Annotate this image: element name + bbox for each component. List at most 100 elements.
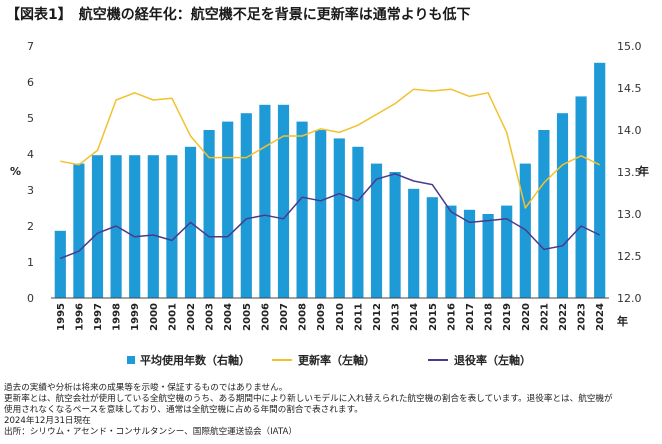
right-tick-label: 15.0 (617, 40, 642, 53)
left-tick-label: 5 (27, 112, 34, 125)
x-tick-label: 2006 (260, 303, 271, 331)
bar-avg-age (426, 197, 438, 298)
x-tick-label: 2018 (484, 303, 495, 331)
x-tick-label: 2024 (595, 303, 606, 331)
bar-avg-age (445, 205, 457, 298)
right-tick-label: 14.5 (617, 82, 642, 95)
bar-avg-age (501, 205, 513, 298)
x-tick-label: 2016 (446, 303, 457, 331)
bar-avg-age (594, 62, 606, 298)
note-line: 過去の実績や分析は将来の成果等を示唆・保証するものではありません。 (4, 383, 288, 393)
note-line: 使用されなくなるペースを意味しており、通常は全航空機に占める年間の割合で表されま… (4, 405, 363, 415)
right-tick-label: 14.0 (617, 124, 642, 137)
left-tick-label: 1 (27, 256, 34, 269)
x-tick-label: 2019 (502, 303, 513, 331)
bar-avg-age (482, 214, 494, 298)
x-tick-label: 2002 (186, 303, 197, 331)
left-tick-label: 7 (27, 40, 34, 53)
bar-avg-age (277, 104, 290, 298)
legend-swatch-renewal (272, 359, 292, 361)
bar-avg-age (166, 155, 178, 298)
line-retirement-rate (60, 173, 601, 260)
x-tick-label: 2015 (428, 303, 439, 331)
left-tick-label: 2 (27, 220, 34, 233)
x-tick-label: 2023 (577, 303, 588, 331)
x-tick-label: 1998 (112, 303, 123, 331)
bar-avg-age (463, 209, 476, 298)
x-tick-label: 1999 (130, 303, 141, 331)
bar-avg-age (370, 163, 383, 298)
x-tick-label: 1995 (56, 303, 67, 331)
x-tick-label: 2022 (558, 303, 569, 331)
bar-avg-age (389, 172, 401, 298)
bar-avg-age (333, 138, 345, 298)
x-tick-label: 2008 (298, 303, 309, 331)
left-tick-label: 6 (27, 76, 34, 89)
bar-avg-age (203, 130, 215, 298)
bar-avg-age (519, 163, 531, 298)
bar-avg-age (240, 113, 252, 298)
x-axis-unit: 年 (617, 314, 628, 328)
bar-avg-age (556, 113, 569, 298)
bar-avg-age (147, 155, 159, 298)
footnotes: 過去の実績や分析は将来の成果等を示唆・保証するものではありません。 更新率とは、… (4, 383, 660, 438)
x-tick-label: 2017 (465, 303, 476, 331)
left-axis: 0 1 2 3 4 5 6 7 (27, 40, 34, 305)
right-axis: 12.0 12.5 13.0 13.5 14.0 14.5 15.0 (617, 40, 642, 305)
bar-avg-age (575, 96, 587, 299)
note-line: 2024年12月31日現在 (4, 416, 91, 426)
x-tick-label: 2003 (205, 303, 216, 331)
chart-title: 【図表1】 航空機の経年化：航空機不足を背景に更新率は通常よりも低下 (6, 7, 471, 23)
legend-label-renewal: 更新率（左軸） (298, 354, 375, 367)
bar-avg-age (54, 230, 66, 298)
bar-avg-age (129, 155, 141, 298)
right-axis-label: 年 (638, 164, 649, 178)
right-tick-label: 12.0 (617, 292, 642, 305)
line-renewal-rate (60, 88, 601, 209)
left-tick-label: 3 (27, 184, 34, 197)
x-tick-label: 2000 (149, 303, 160, 331)
bar-avg-age (408, 188, 420, 298)
left-tick-label: 4 (27, 148, 34, 161)
right-tick-label: 13.5 (617, 166, 642, 179)
x-tick-label: 2009 (316, 303, 327, 331)
bar-avg-age (538, 130, 550, 298)
x-tick-label: 1997 (93, 303, 104, 331)
x-tick-label: 2020 (521, 303, 532, 331)
bar-avg-age (222, 121, 234, 298)
bar-avg-age (315, 130, 327, 298)
x-tick-label: 2007 (279, 303, 290, 331)
x-tick-label: 1996 (74, 303, 85, 331)
bar-avg-age (296, 121, 308, 298)
x-tick-label: 2010 (335, 303, 346, 331)
right-tick-label: 13.0 (617, 208, 642, 221)
legend-item-renewal: 更新率（左軸） (272, 352, 375, 368)
legend-swatch-bar (127, 356, 135, 364)
x-tick-label: 2004 (223, 303, 234, 331)
bar-avg-age (73, 163, 85, 298)
x-tick-label: 2013 (391, 303, 402, 331)
left-axis-label: % (10, 165, 21, 178)
bar-avg-age (91, 155, 104, 298)
note-line: 出所：シリウム・アセンド・コンサルタンシー、国際航空運送協会（IATA） (4, 427, 297, 437)
x-tick-label: 2011 (353, 303, 364, 331)
x-tick-label: 2012 (372, 303, 383, 331)
right-tick-label: 12.5 (617, 250, 642, 263)
x-tick-label: 2001 (167, 303, 178, 331)
lines-group (60, 88, 601, 260)
bar-avg-age (259, 104, 271, 298)
x-tick-label: 2014 (409, 303, 420, 331)
left-tick-label: 0 (27, 292, 34, 305)
legend-item-avg-age: 平均使用年数（右軸） (127, 352, 250, 368)
legend-item-retirement: 退役率（左軸） (428, 352, 531, 368)
legend: 平均使用年数（右軸） 更新率（左軸） 退役率（左軸） (0, 352, 662, 368)
x-tick-label: 2005 (242, 303, 253, 331)
legend-label-avg-age: 平均使用年数（右軸） (140, 354, 250, 367)
x-tick-label: 2021 (539, 303, 550, 331)
legend-swatch-retirement (428, 359, 448, 361)
bars-group (54, 62, 606, 299)
legend-label-retirement: 退役率（左軸） (454, 354, 531, 367)
bar-avg-age (352, 146, 364, 298)
x-axis: 1995 1996 1997 1998 1999 2000 2001 2002 2003 2004… (56, 303, 606, 331)
